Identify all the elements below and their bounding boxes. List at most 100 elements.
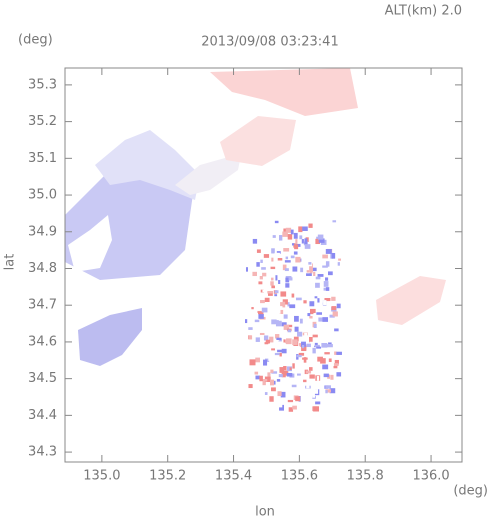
echo-speckle xyxy=(268,356,274,361)
echo-speckle xyxy=(288,277,293,281)
x-tick-label: 135.8 xyxy=(347,469,384,484)
echo-speckle xyxy=(331,365,338,369)
echo-speckle xyxy=(302,226,308,231)
echo-speckle xyxy=(309,301,315,307)
echo-speckle xyxy=(303,286,308,291)
echo-speckle xyxy=(254,319,260,323)
echo-speckle xyxy=(313,313,316,319)
echo-speckle xyxy=(291,293,295,298)
y-tick-label: 35.1 xyxy=(28,151,57,166)
echo-speckle xyxy=(271,257,274,262)
echo-speckle xyxy=(320,370,326,375)
echo-speckle xyxy=(312,334,318,338)
y-tick-label: 35.0 xyxy=(28,188,57,203)
echo-speckle xyxy=(309,367,313,371)
echo-speckle xyxy=(314,296,318,299)
echo-speckle xyxy=(262,289,267,293)
echo-speckle xyxy=(248,327,253,330)
echo-speckle xyxy=(312,267,317,272)
echo-speckle xyxy=(336,372,342,377)
echo-speckle xyxy=(263,359,268,366)
echo-speckle xyxy=(274,352,280,356)
echo-speckle xyxy=(294,315,299,322)
echo-speckle xyxy=(318,317,323,322)
echo-speckle xyxy=(332,341,338,344)
echo-speckle xyxy=(286,366,292,372)
echo-speckle xyxy=(252,297,255,300)
echo-speckle xyxy=(338,258,342,261)
echo-speckle xyxy=(292,266,298,272)
echo-speckle xyxy=(334,328,339,332)
echo-speckle xyxy=(330,374,334,380)
echo-speckle xyxy=(318,238,325,243)
echo-speckle xyxy=(289,304,296,309)
echo-speckle xyxy=(287,324,293,328)
x-unit: (deg) xyxy=(453,484,488,499)
echo-speckle xyxy=(306,343,311,348)
echo-speckle xyxy=(277,284,281,288)
echo-speckle xyxy=(279,352,282,357)
echo-speckle xyxy=(262,374,268,379)
echo-speckle xyxy=(306,273,312,276)
echo-speckle xyxy=(272,235,276,238)
echo-speckle xyxy=(283,392,289,395)
echo-speckle xyxy=(285,277,290,283)
echo-speckle xyxy=(300,267,304,273)
echo-speckle xyxy=(294,244,299,250)
echo-speckle xyxy=(317,356,323,362)
y-tick-label: 34.4 xyxy=(28,408,57,423)
echo-speckle xyxy=(292,405,297,410)
echo-speckle xyxy=(272,344,278,348)
echo-speckle xyxy=(314,383,321,388)
echo-speckle xyxy=(308,262,312,265)
echo-speckle xyxy=(331,252,336,259)
y-tick-label: 35.3 xyxy=(28,77,57,92)
echo-speckle xyxy=(301,374,305,377)
echo-speckle xyxy=(323,300,327,306)
echo-speckle xyxy=(287,234,293,240)
x-tick-label: 135.4 xyxy=(215,469,252,484)
echo-speckle xyxy=(328,358,332,362)
echo-speckle xyxy=(325,389,328,394)
x-tick-label: 135.0 xyxy=(83,469,120,484)
echo-speckle xyxy=(303,300,307,304)
echo-speckle xyxy=(331,296,336,301)
echo-speckle xyxy=(279,367,285,373)
echo-speckle xyxy=(332,367,338,372)
echo-speckle xyxy=(316,376,320,381)
echo-speckle xyxy=(271,348,276,351)
echo-speckle xyxy=(270,266,276,270)
echo-speckle xyxy=(295,256,301,263)
echo-speckle xyxy=(293,336,299,342)
echo-speckle xyxy=(278,235,283,241)
echo-speckle xyxy=(275,307,279,311)
echo-speckle xyxy=(245,319,248,324)
echo-speckle xyxy=(282,299,288,305)
echo-speckle xyxy=(267,291,273,294)
echo-speckle xyxy=(281,348,287,354)
echo-speckle xyxy=(289,367,292,371)
echo-speckle xyxy=(301,345,307,352)
echo-speckle xyxy=(255,357,260,363)
echo-speckle xyxy=(286,372,293,377)
echo-speckle xyxy=(274,220,279,224)
echo-speckle xyxy=(249,359,256,366)
echo-speckle xyxy=(339,227,343,233)
echo-speckle xyxy=(315,276,321,280)
echo-speckle xyxy=(263,335,269,341)
echo-speckle xyxy=(263,378,268,382)
echo-speckle xyxy=(284,268,289,272)
echo-speckle xyxy=(328,336,335,343)
echo-speckle xyxy=(334,351,337,355)
y-tick-label: 34.6 xyxy=(28,334,57,349)
echo-speckle xyxy=(281,371,286,378)
echo-speckle xyxy=(312,347,316,354)
echo-region xyxy=(175,150,242,195)
echo-speckle xyxy=(285,256,289,260)
echo-speckle xyxy=(312,261,319,268)
echo-speckle xyxy=(301,341,306,347)
echo-speckle xyxy=(296,274,303,279)
echo-speckle xyxy=(294,326,299,332)
echo-speckle xyxy=(281,336,288,342)
echo-speckle xyxy=(316,363,320,369)
